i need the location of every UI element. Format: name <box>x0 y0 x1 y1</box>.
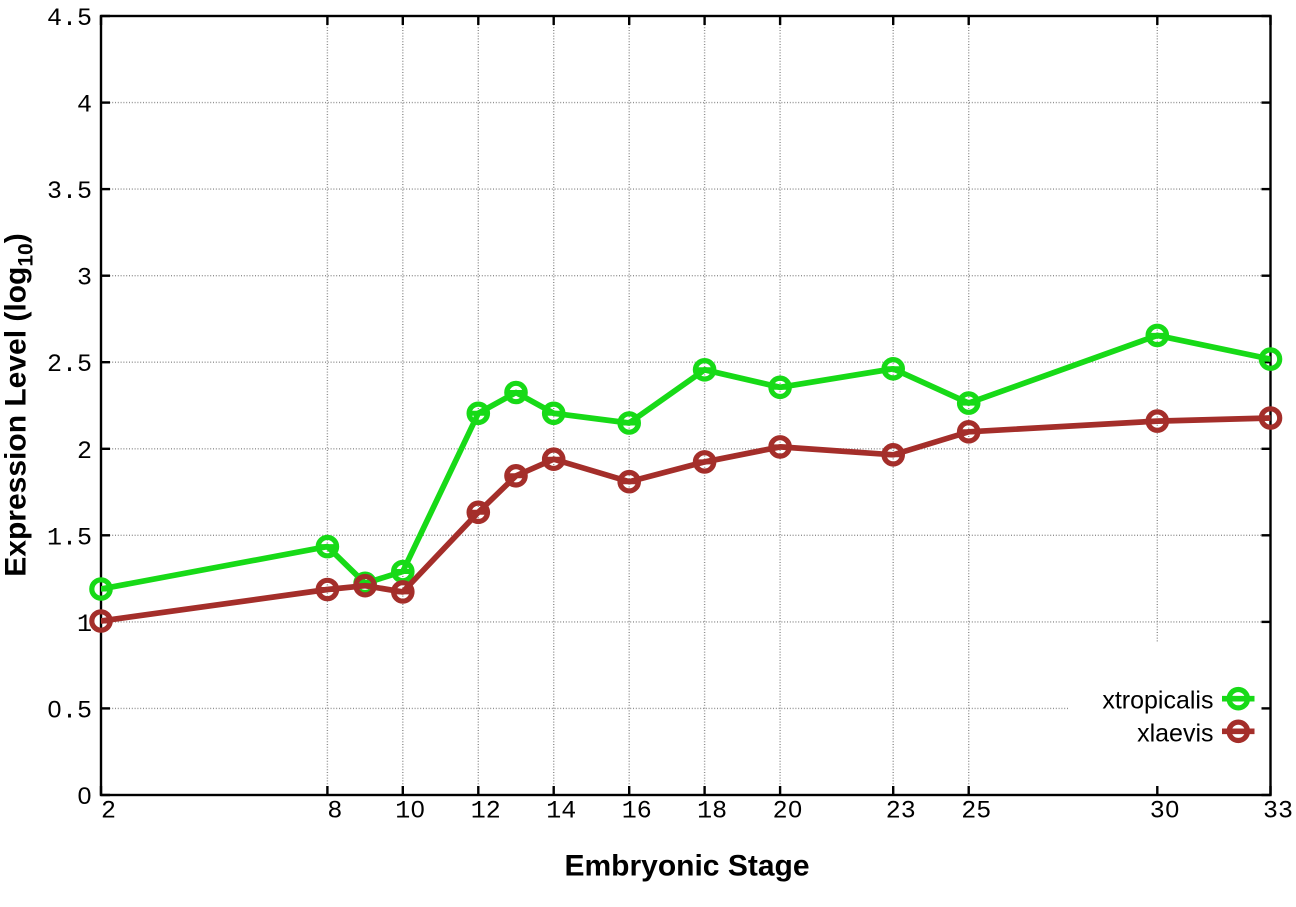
svg-text:Expression Level (log10): Expression Level (log10) <box>0 233 38 576</box>
svg-text:1.5: 1.5 <box>47 523 92 552</box>
svg-text:14: 14 <box>546 796 576 825</box>
svg-text:18: 18 <box>697 796 727 825</box>
svg-text:25: 25 <box>961 796 991 825</box>
svg-text:3: 3 <box>77 264 92 293</box>
svg-text:10: 10 <box>395 796 425 825</box>
svg-text:8: 8 <box>327 796 342 825</box>
svg-text:3.5: 3.5 <box>47 177 92 206</box>
svg-text:2.5: 2.5 <box>47 350 92 379</box>
svg-text:xtropicalis: xtropicalis <box>1102 687 1213 715</box>
svg-text:16: 16 <box>622 796 652 825</box>
svg-text:4: 4 <box>77 91 92 120</box>
svg-text:2: 2 <box>101 796 116 825</box>
svg-text:xlaevis: xlaevis <box>1137 719 1213 747</box>
svg-text:33: 33 <box>1263 796 1293 825</box>
svg-text:2: 2 <box>77 437 92 466</box>
svg-text:12: 12 <box>471 796 501 825</box>
svg-text:23: 23 <box>886 796 916 825</box>
svg-text:20: 20 <box>773 796 803 825</box>
svg-text:30: 30 <box>1150 796 1180 825</box>
svg-text:4.5: 4.5 <box>47 4 92 33</box>
svg-text:Embryonic Stage: Embryonic Stage <box>564 850 809 883</box>
svg-text:1: 1 <box>77 610 92 639</box>
